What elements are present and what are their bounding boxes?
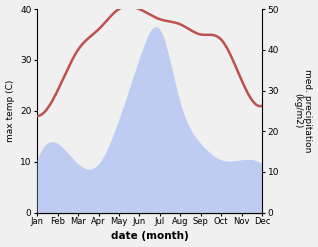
Y-axis label: med. precipitation
(kg/m2): med. precipitation (kg/m2): [293, 69, 313, 153]
Y-axis label: max temp (C): max temp (C): [5, 80, 15, 142]
X-axis label: date (month): date (month): [111, 231, 189, 242]
